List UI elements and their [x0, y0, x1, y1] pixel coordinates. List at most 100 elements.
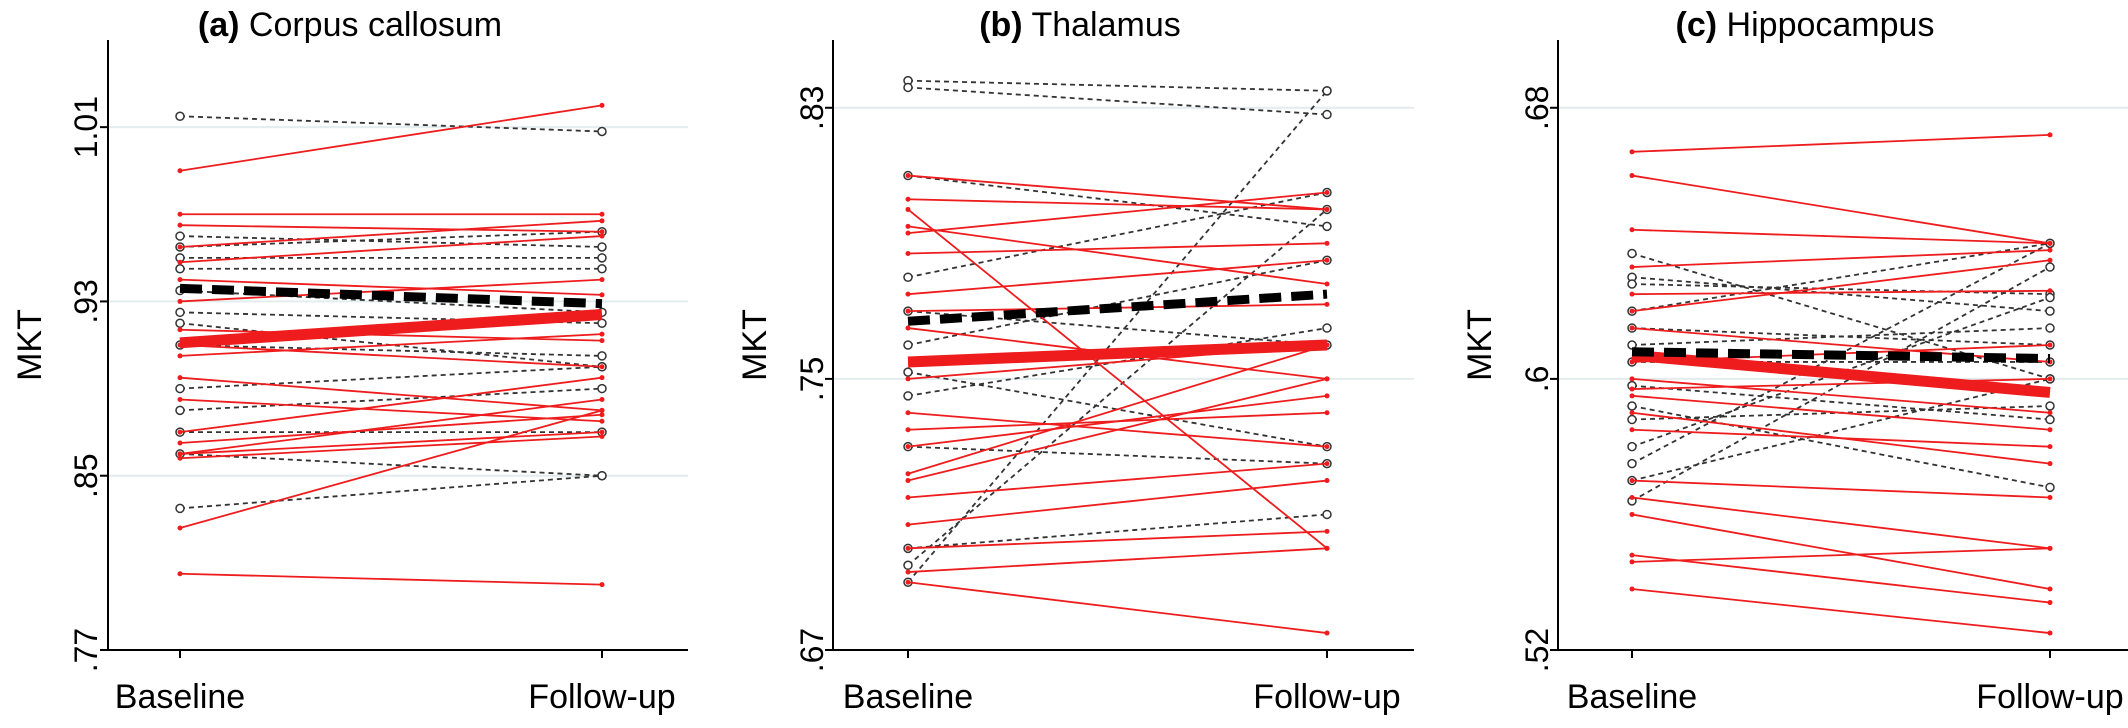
black-mean-line: [1631, 347, 2051, 364]
y-axis-title: MKT: [11, 309, 49, 381]
red-series-segment: [1631, 259, 2051, 313]
panel-letter: (a): [198, 6, 240, 44]
red-point-baseline: [177, 353, 183, 359]
black-mean-line: [179, 283, 603, 309]
red-point-baseline: [905, 471, 911, 477]
red-point-baseline: [1629, 173, 1635, 179]
red-series-segment: [1631, 289, 2051, 296]
red-point-baseline: [905, 410, 911, 416]
black-series-segment: [1631, 283, 2051, 296]
red-series-line: [177, 327, 605, 344]
red-point-follow-up: [1324, 444, 1330, 450]
red-point-follow-up: [2047, 461, 2053, 467]
black-series-segment: [179, 474, 603, 510]
black-series-segment: [179, 344, 603, 357]
red-series-line: [177, 434, 605, 461]
red-series-line: [1629, 132, 2053, 155]
red-point-baseline: [905, 230, 911, 236]
panel-thalamus: .67 .75 .83 Baseline Follow-up MKT (b) Thalamu…: [736, 6, 1414, 716]
black-point-baseline: [1627, 458, 1637, 469]
black-series-line: [903, 204, 1332, 571]
red-point-baseline: [1629, 386, 1635, 392]
red-point-baseline: [905, 579, 911, 585]
panel-title-text: Thalamus: [1023, 6, 1181, 44]
red-series-segment: [179, 435, 603, 460]
red-series-segment: [179, 235, 603, 264]
red-point-follow-up: [599, 375, 605, 381]
red-series-segment: [179, 328, 603, 342]
red-point-follow-up: [599, 412, 605, 418]
red-point-baseline: [905, 223, 911, 229]
x-category-baseline: Baseline: [843, 678, 973, 716]
red-series-segment: [179, 278, 603, 303]
red-series-line: [177, 222, 605, 235]
black-series-line: [1627, 272, 2055, 316]
red-point-baseline: [1629, 410, 1635, 416]
black-series-segment: [1631, 276, 2051, 313]
red-point-baseline: [1629, 264, 1635, 270]
red-point-follow-up: [1324, 257, 1330, 263]
red-series-line: [177, 342, 605, 370]
black-series-segment: [907, 174, 1328, 228]
red-series-line: [1629, 257, 2053, 314]
red-series-segment: [1631, 588, 2051, 634]
red-series-line: [177, 396, 605, 424]
red-point-baseline: [177, 525, 183, 531]
black-point-baseline: [903, 272, 913, 282]
red-point-follow-up: [599, 434, 605, 439]
red-point-follow-up: [1324, 545, 1330, 551]
black-series-segment: [1631, 242, 2051, 312]
black-point-follow-up: [1322, 86, 1332, 96]
red-point-baseline: [177, 440, 183, 446]
red-series-line: [1629, 376, 2053, 416]
red-series-segment: [179, 104, 603, 172]
red-point-baseline: [905, 196, 911, 202]
red-point-baseline: [1629, 291, 1635, 297]
red-series-segment: [1631, 547, 2051, 563]
black-series-line: [903, 86, 1332, 587]
red-series-segment: [179, 431, 603, 455]
red-series-line: [905, 478, 1330, 528]
red-point-baseline: [1629, 427, 1635, 433]
black-point-follow-up: [2045, 482, 2055, 493]
black-point-follow-up: [597, 318, 607, 328]
black-series-segment: [179, 289, 603, 314]
red-point-follow-up: [1324, 240, 1330, 246]
black-point-follow-up: [597, 253, 607, 263]
red-point-baseline: [1629, 325, 1635, 331]
red-point-baseline: [905, 376, 911, 382]
red-point-follow-up: [1324, 630, 1330, 636]
red-point-follow-up: [2047, 427, 2053, 433]
red-series-line: [1629, 478, 2053, 500]
black-series-segment: [907, 86, 1328, 116]
red-point-baseline: [1629, 586, 1635, 592]
black-mean-line: [907, 289, 1328, 326]
red-point-follow-up: [2047, 342, 2053, 348]
black-series-segment: [907, 371, 1328, 448]
red-series-segment: [179, 398, 603, 423]
red-series-segment: [907, 208, 1328, 550]
x-category-follow-up: Follow-up: [1253, 678, 1400, 716]
y-tick-label: .67: [794, 628, 830, 672]
red-series-segment: [907, 581, 1328, 634]
red-point-follow-up: [599, 277, 605, 283]
red-series-segment: [907, 242, 1328, 255]
red-series-line: [905, 190, 1330, 236]
red-series-segment: [907, 479, 1328, 526]
red-point-baseline: [177, 396, 183, 402]
black-series-segment: [179, 365, 603, 390]
red-series-segment: [907, 198, 1328, 211]
red-point-baseline: [1629, 559, 1635, 565]
x-category-follow-up: Follow-up: [1976, 678, 2123, 716]
red-point-follow-up: [2047, 495, 2053, 500]
red-mean-line: [907, 339, 1328, 368]
red-point-baseline: [177, 571, 183, 577]
y-tick-label: .75: [794, 357, 830, 401]
red-series-line: [905, 393, 1330, 450]
red-point-baseline: [905, 444, 911, 450]
red-series-segment: [1631, 228, 2051, 245]
red-point-follow-up: [599, 331, 605, 337]
red-point-baseline: [905, 522, 911, 528]
red-series-line: [1629, 288, 2053, 297]
panel-title: (a) Corpus callosum: [198, 6, 502, 44]
